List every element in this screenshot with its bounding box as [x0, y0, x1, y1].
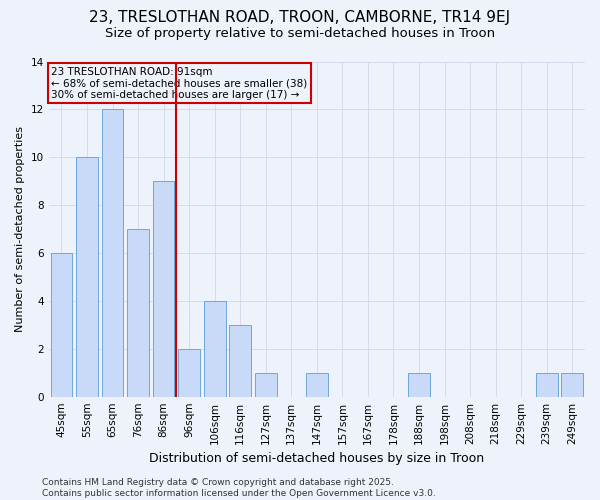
- Bar: [204, 301, 226, 396]
- Bar: [229, 325, 251, 396]
- Bar: [562, 372, 583, 396]
- Bar: [306, 372, 328, 396]
- Bar: [127, 229, 149, 396]
- Bar: [76, 158, 98, 396]
- Text: Contains HM Land Registry data © Crown copyright and database right 2025.
Contai: Contains HM Land Registry data © Crown c…: [42, 478, 436, 498]
- Text: 23 TRESLOTHAN ROAD: 91sqm
← 68% of semi-detached houses are smaller (38)
30% of : 23 TRESLOTHAN ROAD: 91sqm ← 68% of semi-…: [52, 66, 308, 100]
- X-axis label: Distribution of semi-detached houses by size in Troon: Distribution of semi-detached houses by …: [149, 452, 484, 465]
- Bar: [536, 372, 557, 396]
- Bar: [101, 110, 124, 397]
- Bar: [178, 349, 200, 397]
- Bar: [408, 372, 430, 396]
- Text: Size of property relative to semi-detached houses in Troon: Size of property relative to semi-detach…: [105, 28, 495, 40]
- Y-axis label: Number of semi-detached properties: Number of semi-detached properties: [15, 126, 25, 332]
- Bar: [50, 253, 72, 396]
- Bar: [255, 372, 277, 396]
- Text: 23, TRESLOTHAN ROAD, TROON, CAMBORNE, TR14 9EJ: 23, TRESLOTHAN ROAD, TROON, CAMBORNE, TR…: [89, 10, 511, 25]
- Bar: [153, 181, 175, 396]
